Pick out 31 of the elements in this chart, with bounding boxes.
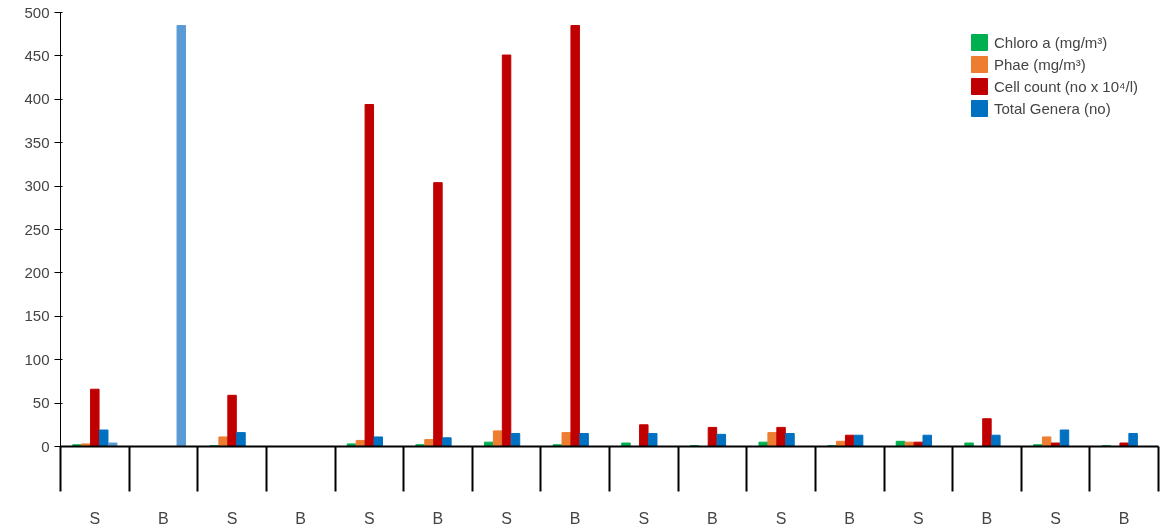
y-tick-label: 500 <box>24 3 50 21</box>
x-tick-label: B <box>981 509 993 527</box>
y-tick-label: 200 <box>24 263 50 281</box>
x-tick-label: S <box>912 509 924 527</box>
legend-label: Phae (mg/m³) <box>993 55 1086 73</box>
y-tick-label: 100 <box>24 350 50 368</box>
x-tick-label: S <box>501 509 512 527</box>
x-tick-label: B <box>569 509 581 527</box>
y-tick-label: 300 <box>24 177 50 195</box>
y-tick-label: 0 <box>41 437 50 455</box>
x-tick-label: B <box>432 509 444 527</box>
x-tick-label: S <box>1050 509 1061 527</box>
y-tick-label: 450 <box>24 46 50 64</box>
x-tick-label: S <box>363 509 375 527</box>
y-tick-label: 250 <box>24 220 50 238</box>
legend-label: Cell count (no x 10⁴/l) <box>993 77 1138 95</box>
y-tick-label: 400 <box>24 90 50 108</box>
x-tick-label: S <box>775 509 787 527</box>
x-tick-label: S <box>226 509 238 527</box>
legend-label: Chloro a (mg/m³) <box>993 33 1108 51</box>
x-tick-label: S <box>638 509 650 527</box>
y-tick-label: 150 <box>24 307 50 325</box>
legend-label: Total Genera (no) <box>993 99 1111 117</box>
x-tick-label: B <box>1118 509 1130 527</box>
x-tick-label: B <box>158 509 169 527</box>
x-tick-label: S <box>89 509 101 527</box>
y-tick-label: 350 <box>24 133 50 151</box>
x-tick-label: B <box>295 509 307 527</box>
x-tick-label: B <box>844 509 856 527</box>
x-tick-label: B <box>707 509 718 527</box>
y-tick-label: 50 <box>32 394 50 412</box>
